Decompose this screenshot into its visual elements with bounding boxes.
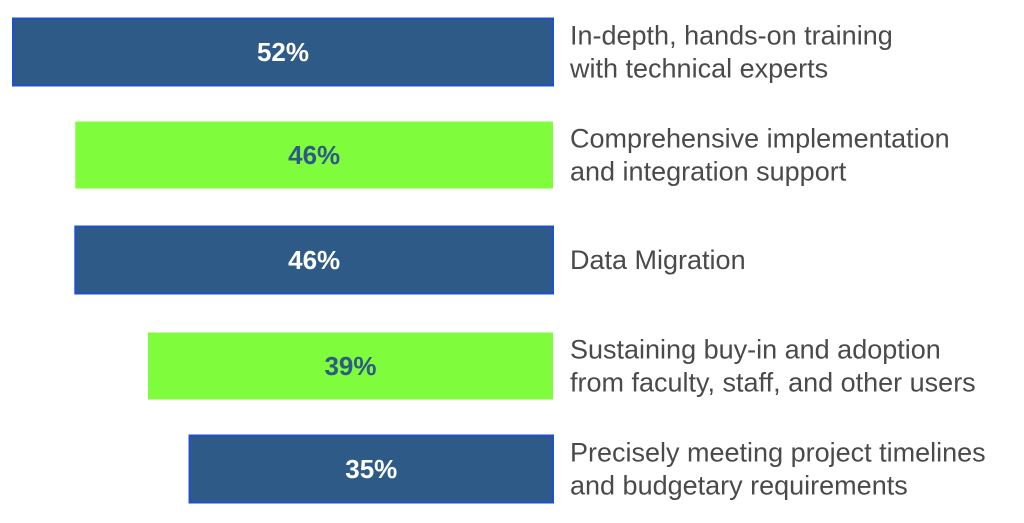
category-label-1: In-depth, hands-on training with technica… (569, 21, 893, 84)
bar-5 (188, 434, 555, 504)
data-label-1: 52% (257, 37, 309, 67)
data-label-4: 39% (324, 351, 376, 381)
category-label-5: Precisely meeting project timelines and b… (570, 438, 986, 501)
data-label-5: 35% (345, 454, 397, 484)
bar-4 (148, 332, 553, 400)
bar-2 (75, 121, 554, 189)
category-label-4: Sustaining buy-in and adoption from facul… (570, 335, 976, 398)
data-label-2: 46% (288, 140, 340, 170)
category-label-3: Data Migration (570, 245, 746, 275)
data-label-3: 46% (288, 245, 340, 275)
bar-3 (74, 225, 555, 295)
bar-1 (12, 17, 554, 87)
category-label-2: Comprehensive implementation and integrat… (570, 124, 950, 187)
